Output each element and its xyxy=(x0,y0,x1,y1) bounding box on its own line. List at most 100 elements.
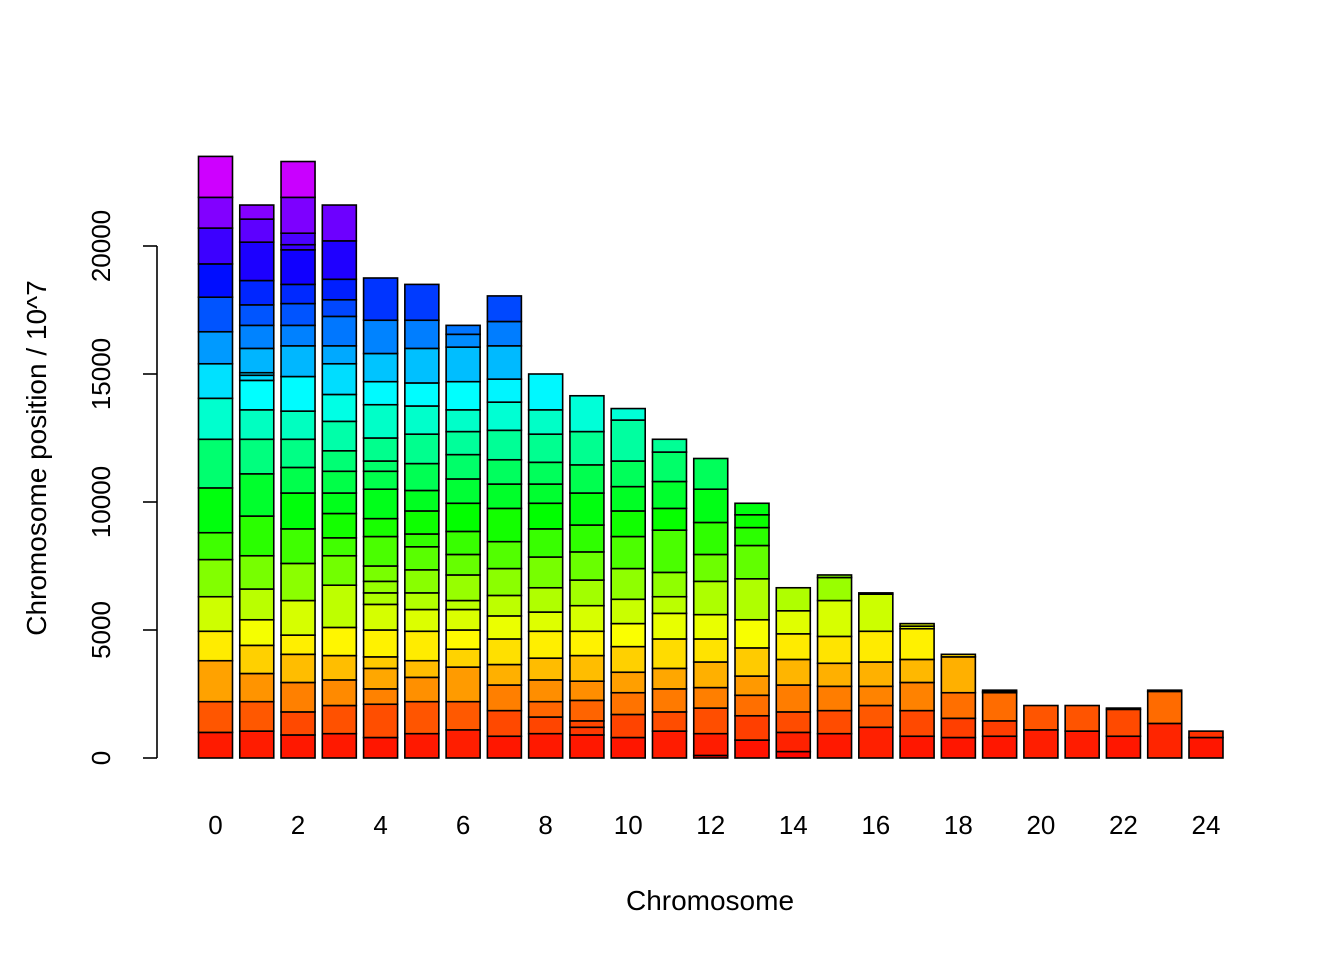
x-tick-label: 16 xyxy=(861,810,890,840)
bar-segment xyxy=(651,438,688,453)
bar-segment xyxy=(569,726,605,736)
bar-segment xyxy=(569,734,605,759)
bar-segment xyxy=(321,554,358,587)
bar-segment xyxy=(197,330,234,365)
bar-segment xyxy=(651,730,688,759)
bar-segment xyxy=(1064,730,1100,759)
bar-segment xyxy=(280,681,316,713)
bar-segment xyxy=(362,656,399,670)
bar-segment xyxy=(816,576,853,602)
bar-segment xyxy=(280,302,316,327)
bar-segment xyxy=(404,659,440,679)
bar-chromosome-18 xyxy=(940,653,977,759)
bar-segment xyxy=(981,689,1018,693)
bar-segment xyxy=(238,304,275,327)
bar-segment xyxy=(280,711,316,736)
bar-segment xyxy=(816,709,853,735)
bar-segment xyxy=(1188,736,1224,759)
bar-segment xyxy=(280,734,316,759)
bar-segment xyxy=(1146,689,1183,693)
bar-segment xyxy=(445,324,481,336)
bar-segment xyxy=(569,654,605,682)
bar-segment xyxy=(445,530,481,556)
x-tick-label: 0 xyxy=(208,810,222,840)
bar-segment xyxy=(486,709,523,738)
bar-segment xyxy=(816,732,853,759)
bar-segment xyxy=(321,362,358,396)
bar-segment xyxy=(692,553,729,583)
bar-chromosome-9 xyxy=(569,394,605,759)
bar-segment xyxy=(404,319,440,350)
bar-segment xyxy=(404,700,440,735)
bar-segment xyxy=(692,488,729,524)
bar-segment xyxy=(197,595,234,633)
bar-segment xyxy=(569,551,605,581)
bar-segment xyxy=(899,681,935,712)
bar-segment xyxy=(362,380,399,406)
x-tick-label: 6 xyxy=(456,810,470,840)
bar-segment xyxy=(1105,735,1142,759)
bar-segment xyxy=(321,679,358,707)
bar-segment xyxy=(610,419,647,462)
bar-segment xyxy=(1023,704,1059,731)
bar-segment xyxy=(404,405,440,435)
bar-segment xyxy=(197,155,234,199)
bar-segment xyxy=(692,707,729,735)
bar-segment xyxy=(280,196,316,235)
bar-segment xyxy=(321,204,358,242)
bar-segment xyxy=(651,667,688,690)
bar-segment xyxy=(858,593,894,633)
bar-segment xyxy=(569,394,605,433)
bar-chromosome-22 xyxy=(1105,707,1142,759)
bar-segment xyxy=(445,700,481,731)
bar-segment xyxy=(527,502,564,530)
bar-chromosome-1 xyxy=(238,204,275,759)
bar-segment xyxy=(362,277,399,322)
bar-segment xyxy=(734,618,770,649)
bar-segment xyxy=(486,458,523,485)
bar-segment xyxy=(280,375,316,412)
bar-chromosome-4 xyxy=(362,277,399,759)
bar-segment xyxy=(445,346,481,383)
bar-segment xyxy=(940,656,977,694)
bar-segment xyxy=(527,461,564,485)
bar-segment xyxy=(280,528,316,565)
bar-segment xyxy=(734,675,770,697)
bar-segment xyxy=(940,717,977,739)
bar-segment xyxy=(610,510,647,538)
bar-segment xyxy=(321,732,358,759)
bar-segment xyxy=(238,279,275,306)
bar-segment xyxy=(651,480,688,510)
x-tick-label: 8 xyxy=(538,810,552,840)
bar-segment xyxy=(651,688,688,713)
bar-segment xyxy=(899,622,935,627)
bar-chromosome-15 xyxy=(816,574,853,759)
bar-segment xyxy=(445,574,481,602)
bar-chromosome-21 xyxy=(1064,704,1100,759)
bar-segment xyxy=(1105,707,1142,711)
bar-segment xyxy=(486,345,523,380)
bar-segment xyxy=(527,586,564,613)
bar-segment xyxy=(610,622,647,648)
bar-segment xyxy=(1146,722,1183,759)
bar-segment xyxy=(486,320,523,347)
bar-segment xyxy=(445,478,481,505)
bar-segment xyxy=(775,750,812,759)
bar-segment xyxy=(651,451,688,483)
bar-segment xyxy=(486,540,523,570)
bar-segment xyxy=(486,378,523,403)
bar-segment xyxy=(404,630,440,662)
bar-segment xyxy=(238,218,275,243)
bar-segment xyxy=(899,735,935,759)
bar-segment xyxy=(816,662,853,688)
bar-segment xyxy=(321,449,358,473)
y-axis: 0 5000 10000 15000 20000 xyxy=(86,210,158,765)
bar-segment xyxy=(527,528,564,558)
bar-segment xyxy=(362,736,399,759)
bar-segment xyxy=(569,720,605,729)
bar-segment xyxy=(404,510,440,535)
bar-segment xyxy=(775,711,812,734)
bar-segment xyxy=(569,630,605,657)
bar-segment xyxy=(280,438,316,469)
bar-segment xyxy=(775,609,812,635)
